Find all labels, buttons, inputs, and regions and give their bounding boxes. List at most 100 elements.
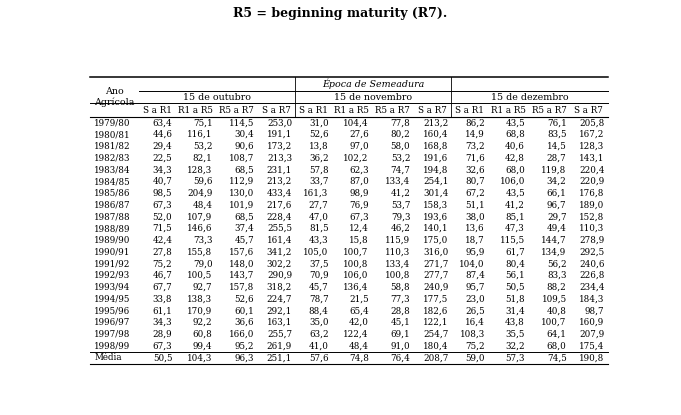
Text: 128,3: 128,3 <box>580 142 605 151</box>
Text: 22,5: 22,5 <box>153 154 172 163</box>
Text: 58,0: 58,0 <box>391 142 411 151</box>
Text: 97,0: 97,0 <box>349 142 368 151</box>
Text: 302,2: 302,2 <box>267 259 292 268</box>
Text: 83,5: 83,5 <box>547 130 567 139</box>
Text: 57,8: 57,8 <box>309 165 329 174</box>
Text: 83,3: 83,3 <box>547 271 567 280</box>
Text: 108,7: 108,7 <box>229 154 254 163</box>
Text: 100,7: 100,7 <box>343 247 368 256</box>
Text: 98,9: 98,9 <box>349 189 368 198</box>
Text: 234,4: 234,4 <box>579 283 605 292</box>
Text: 12,4: 12,4 <box>349 224 368 233</box>
Text: 104,0: 104,0 <box>460 259 485 268</box>
Text: 161,4: 161,4 <box>267 236 292 245</box>
Text: 32,2: 32,2 <box>505 342 525 351</box>
Text: 28,7: 28,7 <box>547 154 567 163</box>
Text: 28,9: 28,9 <box>153 330 172 339</box>
Text: 138,3: 138,3 <box>187 295 212 303</box>
Text: 175,4: 175,4 <box>580 342 605 351</box>
Text: 254,7: 254,7 <box>423 330 448 339</box>
Text: 59,0: 59,0 <box>465 353 485 362</box>
Text: 110,3: 110,3 <box>580 224 605 233</box>
Text: 277,7: 277,7 <box>423 271 448 280</box>
Text: 73,3: 73,3 <box>193 236 212 245</box>
Text: 110,3: 110,3 <box>385 247 411 256</box>
Text: 41,2: 41,2 <box>390 189 411 198</box>
Text: 1987/88: 1987/88 <box>94 212 131 221</box>
Text: 96,7: 96,7 <box>547 200 567 210</box>
Text: 75,2: 75,2 <box>153 259 172 268</box>
Text: 231,1: 231,1 <box>267 165 292 174</box>
Text: 128,3: 128,3 <box>187 165 212 174</box>
Text: 143,7: 143,7 <box>229 271 254 280</box>
Text: 100,8: 100,8 <box>385 271 411 280</box>
Text: 35,5: 35,5 <box>505 330 525 339</box>
Text: 157,6: 157,6 <box>229 247 254 256</box>
Text: 31,0: 31,0 <box>309 118 329 127</box>
Text: 71,6: 71,6 <box>465 154 485 163</box>
Text: 1990/91: 1990/91 <box>94 247 131 256</box>
Text: 27,6: 27,6 <box>349 130 368 139</box>
Text: 1980/81: 1980/81 <box>94 130 131 139</box>
Text: 148,0: 148,0 <box>229 259 254 268</box>
Text: 16,4: 16,4 <box>465 318 485 327</box>
Text: 190,8: 190,8 <box>580 353 605 362</box>
Text: 27,8: 27,8 <box>153 247 172 256</box>
Text: 15 de outubro: 15 de outubro <box>183 93 251 102</box>
Text: 253,0: 253,0 <box>267 118 292 127</box>
Text: 213,2: 213,2 <box>423 118 448 127</box>
Text: 191,6: 191,6 <box>423 154 448 163</box>
Text: 29,4: 29,4 <box>153 142 172 151</box>
Text: 170,9: 170,9 <box>187 306 212 315</box>
Text: 224,7: 224,7 <box>267 295 292 303</box>
Text: 70,9: 70,9 <box>309 271 329 280</box>
Text: 33,7: 33,7 <box>309 177 329 186</box>
Text: 15 de novembro: 15 de novembro <box>334 93 412 102</box>
Text: 67,3: 67,3 <box>349 212 368 221</box>
Text: 220,9: 220,9 <box>580 177 605 186</box>
Text: 98,7: 98,7 <box>585 306 605 315</box>
Text: 1979/80: 1979/80 <box>94 118 131 127</box>
Text: 82,1: 82,1 <box>193 154 212 163</box>
Text: S a R1: S a R1 <box>142 106 172 115</box>
Text: 74,7: 74,7 <box>390 165 411 174</box>
Text: 37,5: 37,5 <box>309 259 329 268</box>
Text: 52,6: 52,6 <box>234 295 254 303</box>
Text: 173,2: 173,2 <box>267 142 292 151</box>
Text: 34,2: 34,2 <box>547 177 567 186</box>
Text: 51,1: 51,1 <box>465 200 485 210</box>
Text: 79,3: 79,3 <box>391 212 411 221</box>
Text: S a R7: S a R7 <box>418 106 447 115</box>
Text: 47,3: 47,3 <box>505 224 525 233</box>
Text: 133,4: 133,4 <box>385 259 411 268</box>
Text: 163,1: 163,1 <box>267 318 292 327</box>
Text: 76,4: 76,4 <box>390 353 411 362</box>
Text: 46,2: 46,2 <box>390 224 411 233</box>
Text: 115,9: 115,9 <box>385 236 411 245</box>
Text: 67,2: 67,2 <box>465 189 485 198</box>
Text: 278,9: 278,9 <box>580 236 605 245</box>
Text: 42,0: 42,0 <box>349 318 368 327</box>
Text: 77,3: 77,3 <box>391 295 411 303</box>
Text: 42,8: 42,8 <box>505 154 525 163</box>
Text: 255,7: 255,7 <box>267 330 292 339</box>
Text: 43,3: 43,3 <box>309 236 329 245</box>
Text: 68,5: 68,5 <box>234 165 254 174</box>
Text: 34,3: 34,3 <box>153 165 172 174</box>
Text: 53,7: 53,7 <box>391 200 411 210</box>
Text: 58,8: 58,8 <box>391 283 411 292</box>
Text: 1993/94: 1993/94 <box>94 283 131 292</box>
Text: 92,7: 92,7 <box>193 283 212 292</box>
Text: 176,8: 176,8 <box>580 189 605 198</box>
Text: 34,3: 34,3 <box>153 318 172 327</box>
Text: 48,4: 48,4 <box>349 342 368 351</box>
Text: 160,4: 160,4 <box>423 130 448 139</box>
Text: 1988/89: 1988/89 <box>94 224 131 233</box>
Text: 75,1: 75,1 <box>193 118 212 127</box>
Text: 433,4: 433,4 <box>267 189 292 198</box>
Text: 67,3: 67,3 <box>153 342 172 351</box>
Text: 168,8: 168,8 <box>423 142 448 151</box>
Text: 122,4: 122,4 <box>343 330 368 339</box>
Text: Média: Média <box>94 353 122 362</box>
Text: 133,4: 133,4 <box>385 177 411 186</box>
